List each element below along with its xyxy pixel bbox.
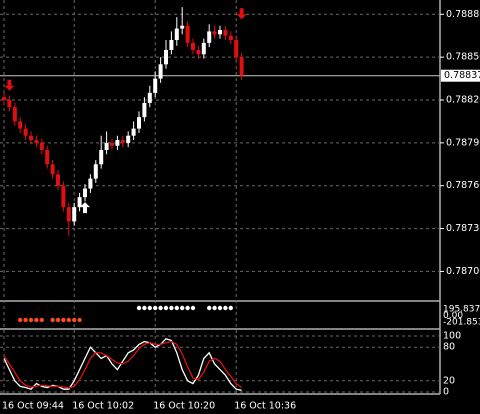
signal-arrow — [4, 79, 15, 91]
candle-body — [45, 150, 50, 165]
bear-dot — [34, 317, 39, 323]
candle-body — [34, 140, 39, 143]
bear-dot — [72, 317, 77, 323]
bear-dot — [61, 317, 66, 323]
candle-body — [223, 30, 228, 36]
x-tick-label: 16 Oct 09:44 — [2, 401, 64, 412]
candle-body — [104, 142, 109, 150]
candle-body — [174, 28, 179, 40]
candle-body — [61, 185, 66, 208]
candle-body — [29, 135, 33, 140]
candle-body — [66, 207, 71, 222]
signal-arrow — [236, 8, 247, 20]
candle-body — [2, 97, 6, 100]
bear-dot — [28, 317, 34, 323]
candle-body — [110, 142, 114, 146]
candle-body — [228, 35, 233, 40]
candle-body — [169, 40, 174, 50]
candle-body — [50, 164, 55, 175]
candle-body — [137, 117, 141, 129]
candle-body — [218, 30, 222, 35]
candle-body — [191, 42, 195, 50]
candle-body — [158, 64, 163, 79]
bear-dot — [39, 317, 44, 323]
bull-dot — [190, 305, 196, 311]
candle-body — [77, 197, 82, 208]
bull-dot — [174, 305, 179, 311]
candle-body — [12, 107, 17, 122]
bear-dot — [18, 317, 23, 323]
current-price-label: 0.78837 — [444, 70, 480, 81]
candle-body — [201, 42, 206, 55]
ind2-tick-label: 100 — [443, 331, 461, 342]
bear-dot — [77, 317, 82, 323]
candle-body — [131, 128, 136, 136]
bull-dot — [180, 305, 185, 311]
candle-body — [120, 140, 125, 143]
bull-dot — [212, 305, 217, 311]
bull-dot — [163, 305, 169, 311]
bear-dot — [23, 317, 28, 323]
bull-dot — [142, 305, 147, 311]
bear-dot — [50, 317, 55, 323]
candle-body — [180, 25, 185, 29]
candle-body — [142, 102, 147, 118]
bull-dot — [158, 305, 163, 311]
x-tick-label: 16 Oct 10:20 — [153, 401, 215, 412]
bull-dot — [228, 305, 233, 311]
candle-body — [39, 142, 44, 150]
candle-body — [212, 31, 217, 35]
bull-dot — [169, 305, 174, 311]
ind1-tick-label: 195.8379 — [443, 305, 480, 315]
bull-dot — [185, 305, 190, 311]
signal-arrow — [80, 202, 90, 214]
ind2-tick-label: 0 — [443, 387, 449, 398]
candle-body — [207, 31, 212, 43]
stoch-line — [3, 340, 242, 389]
bull-dot — [223, 305, 228, 311]
stoch-line — [3, 338, 242, 391]
candle-body — [115, 140, 120, 146]
bull-dot — [147, 305, 152, 311]
bull-dot — [207, 305, 212, 311]
candle-body — [185, 25, 190, 43]
bear-dot — [55, 317, 61, 323]
bull-dot — [153, 305, 158, 311]
candle-body — [93, 164, 98, 179]
candle-body — [99, 150, 104, 165]
bull-dot — [217, 305, 223, 311]
ind2-tick-label: 20 — [443, 375, 455, 386]
candle-body — [88, 178, 93, 189]
current-price-box — [441, 69, 480, 82]
bear-dot — [66, 317, 72, 323]
candle-body — [196, 50, 201, 55]
ind1-tick-label: -201.853 — [443, 318, 480, 328]
candle-body — [164, 50, 168, 65]
x-tick-label: 16 Oct 10:36 — [234, 401, 296, 412]
candle-body — [7, 100, 12, 108]
candle-body — [147, 92, 152, 103]
candle-body — [126, 135, 131, 143]
x-tick-label: 16 Oct 10:02 — [72, 401, 134, 412]
candle-body — [23, 128, 28, 136]
candle-body — [234, 40, 239, 58]
candle-body — [18, 121, 23, 129]
ind1-tick-label: 0.00 — [443, 311, 463, 321]
candle-body — [83, 188, 87, 198]
candle-body — [56, 174, 60, 186]
candle-body — [239, 57, 244, 76]
ind2-tick-label: 80 — [443, 342, 455, 353]
bull-dot — [136, 305, 142, 311]
y-tick-label: 0.78700 — [446, 266, 480, 277]
candle-body — [153, 78, 158, 93]
candle-body — [72, 207, 77, 222]
